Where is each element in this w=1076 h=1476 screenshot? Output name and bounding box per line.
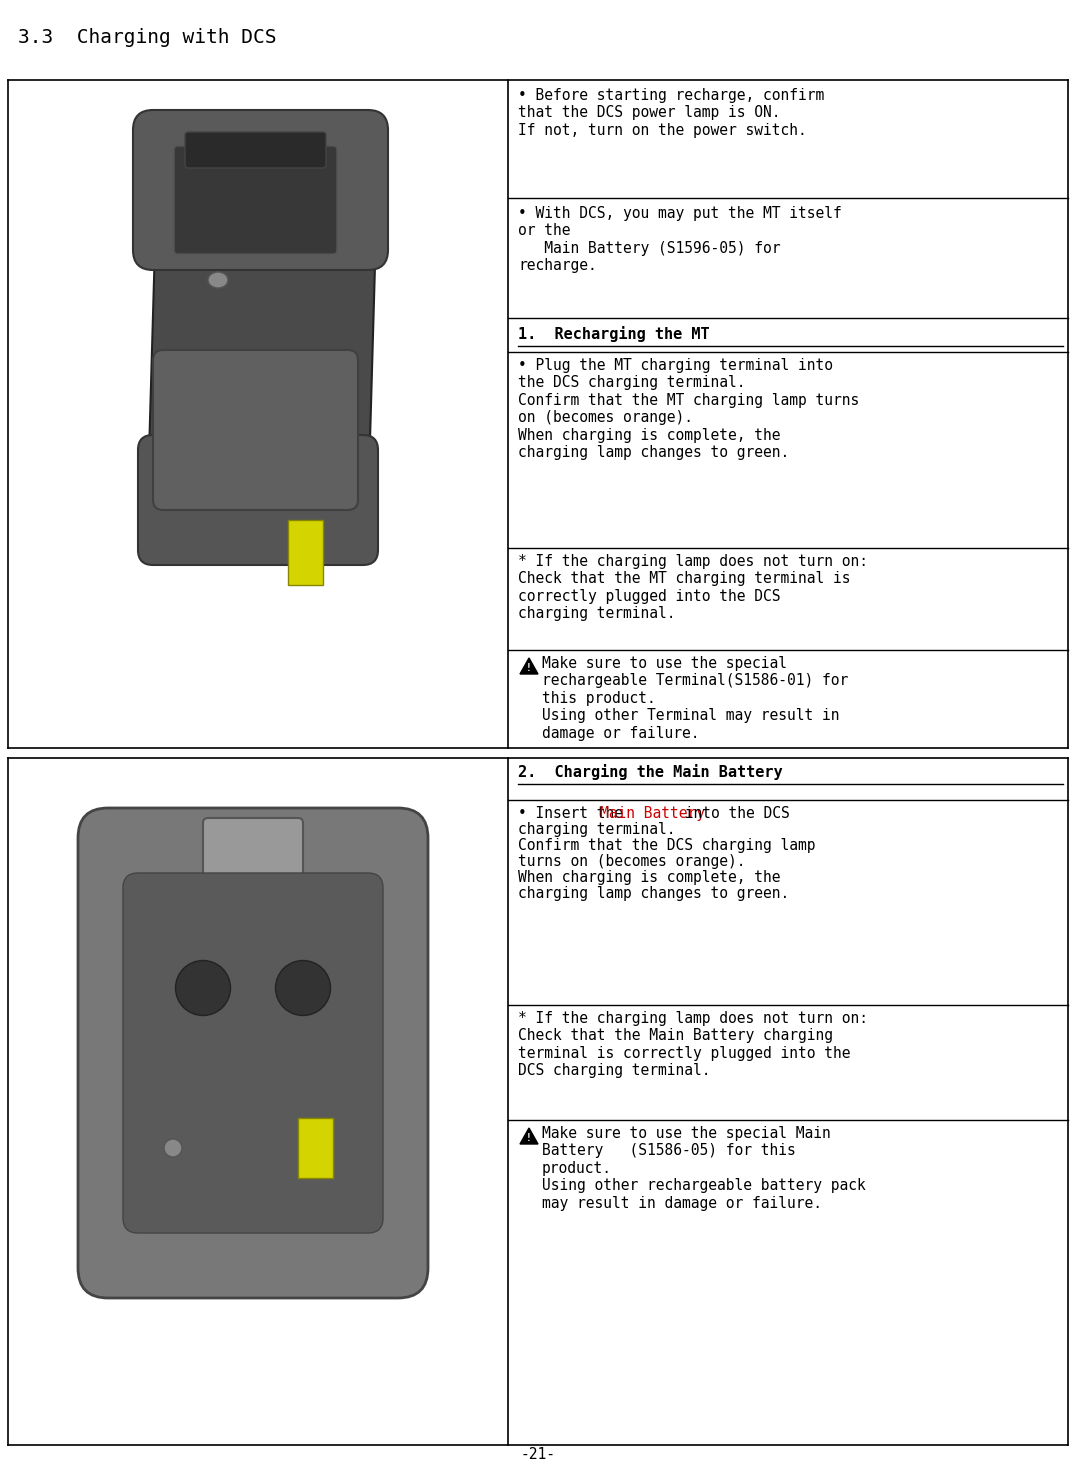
Bar [10,83,496,745]
FancyBboxPatch shape [185,131,326,168]
FancyBboxPatch shape [203,818,303,883]
FancyBboxPatch shape [174,146,337,254]
Text: When charging is complete, the: When charging is complete, the [518,869,780,886]
Text: turns on (becomes orange).: turns on (becomes orange). [518,855,746,869]
Text: 2.  Charging the Main Battery: 2. Charging the Main Battery [518,765,782,779]
Polygon shape [520,658,538,675]
Text: -21-: -21- [521,1446,555,1463]
Text: Main Battery: Main Battery [600,806,705,821]
Text: • With DCS, you may put the MT itself
or the
   Main Battery (S1596-05) for
rech: • With DCS, you may put the MT itself or… [518,207,841,273]
FancyBboxPatch shape [77,807,428,1297]
Bar [288,520,323,584]
Text: charging lamp changes to green.: charging lamp changes to green. [518,886,790,900]
Polygon shape [520,1128,538,1144]
FancyBboxPatch shape [153,350,358,511]
Text: !: ! [526,1134,532,1142]
Text: Confirm that the DCS charging lamp: Confirm that the DCS charging lamp [518,838,816,853]
Text: * If the charging lamp does not turn on:
Check that the Main Battery charging
te: * If the charging lamp does not turn on:… [518,1011,868,1077]
Text: Make sure to use the special Main
Battery   (S1586-05) for this
product.
Using o: Make sure to use the special Main Batter… [542,1126,866,1210]
Text: • Before starting recharge, confirm
that the DCS power lamp is ON.
If not, turn : • Before starting recharge, confirm that… [518,89,824,137]
Polygon shape [148,140,378,511]
Bar [298,1117,332,1178]
Text: * If the charging lamp does not turn on:
Check that the MT charging terminal is
: * If the charging lamp does not turn on:… [518,554,868,621]
Text: !: ! [526,663,532,673]
Ellipse shape [164,1139,182,1157]
Text: 1.  Recharging the MT: 1. Recharging the MT [518,326,710,342]
Text: • Insert the: • Insert the [518,806,632,821]
Ellipse shape [208,272,228,288]
FancyBboxPatch shape [123,872,383,1232]
Text: charging terminal.: charging terminal. [518,822,676,837]
Bar [10,760,496,1444]
FancyBboxPatch shape [133,111,388,270]
Text: into the DCS: into the DCS [676,806,790,821]
Text: • Plug the MT charging terminal into
the DCS charging terminal.
Confirm that the: • Plug the MT charging terminal into the… [518,359,860,461]
Text: 3.3  Charging with DCS: 3.3 Charging with DCS [18,28,277,47]
Ellipse shape [175,961,230,1015]
Text: Make sure to use the special
rechargeable Terminal(S1586-01) for
this product.
U: Make sure to use the special rechargeabl… [542,655,848,741]
Ellipse shape [275,961,330,1015]
FancyBboxPatch shape [138,435,378,565]
